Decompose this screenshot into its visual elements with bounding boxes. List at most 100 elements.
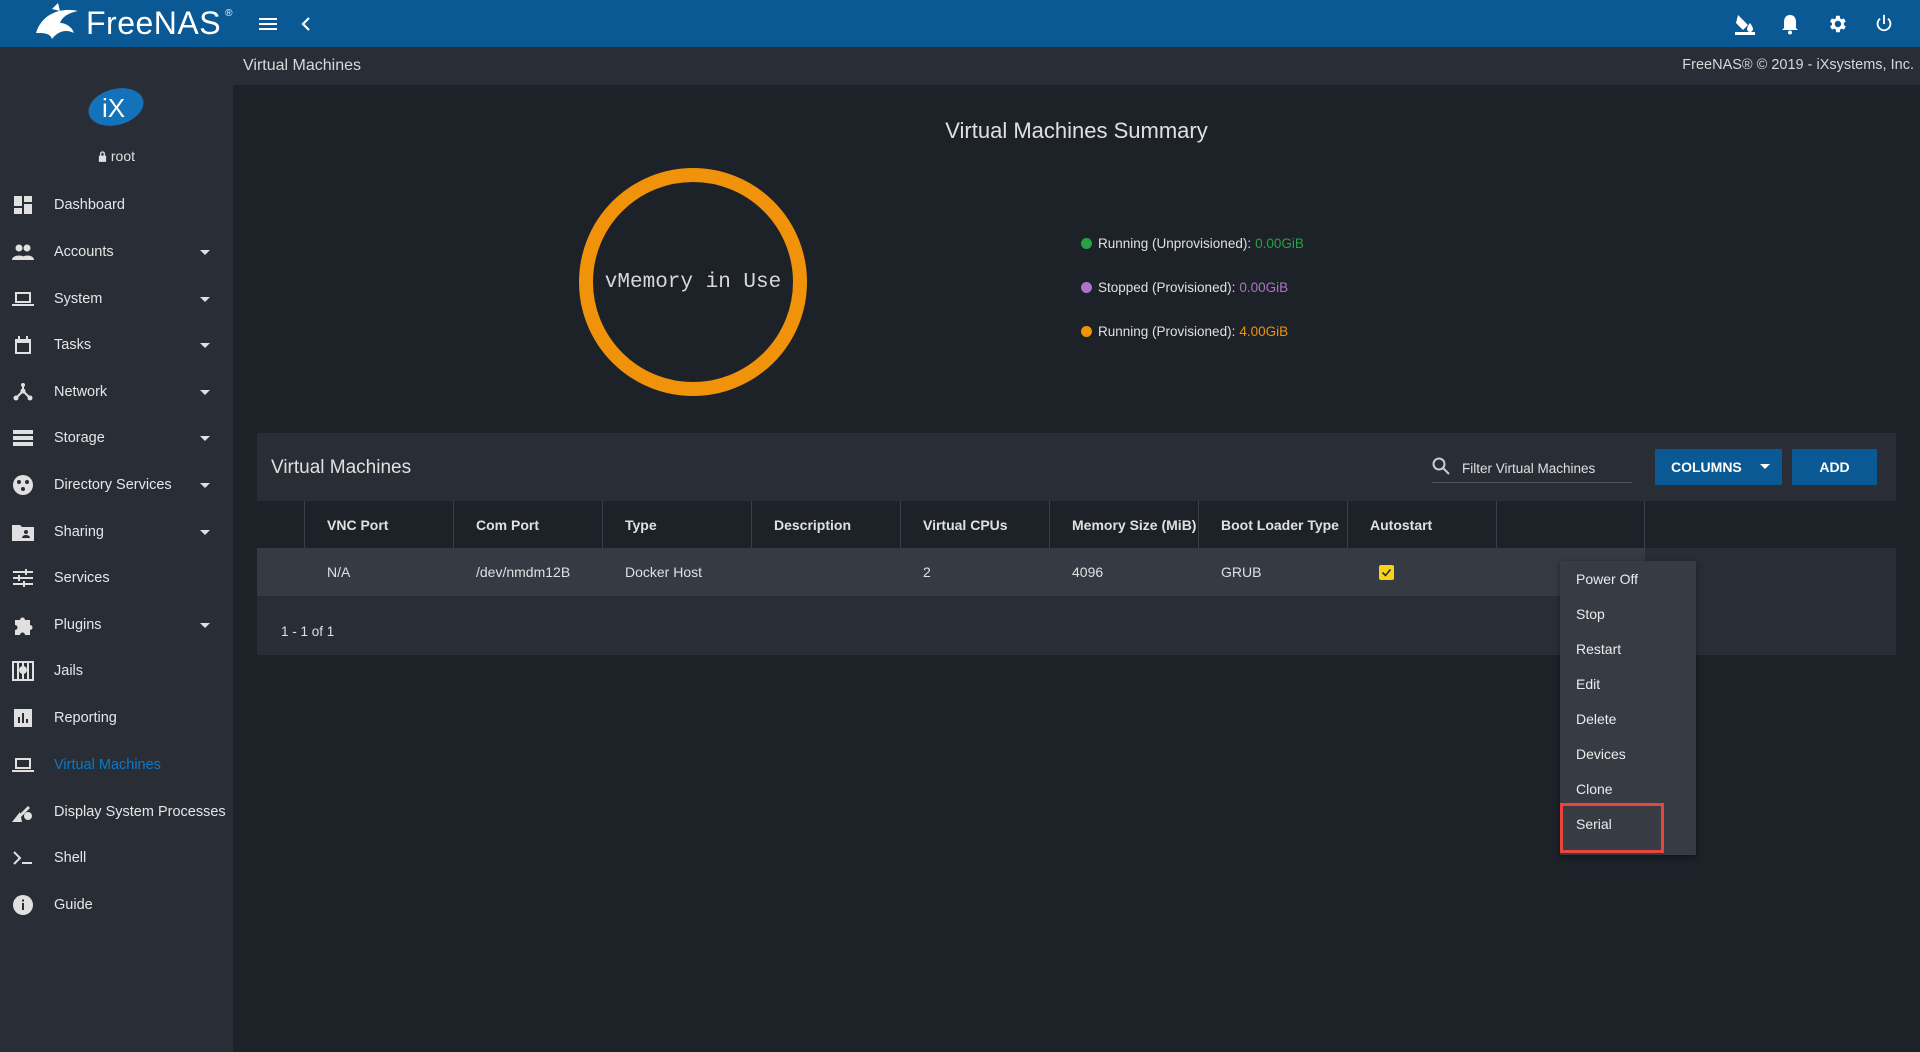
chevron-down-icon: [200, 482, 210, 488]
sidebar-item-label: Virtual Machines: [54, 757, 161, 773]
sidebar-item-plugins[interactable]: Plugins: [0, 605, 233, 645]
column-header-description[interactable]: Description: [752, 501, 901, 548]
sidebar-item-display-system-processes[interactable]: Display System Processes: [0, 792, 233, 832]
jail-icon: [12, 660, 34, 682]
sidebar-item-label: Display System Processes: [54, 804, 226, 820]
top-toolbar: FreeNAS ®: [0, 0, 1920, 47]
sidebar-item-jails[interactable]: Jails: [0, 651, 233, 691]
theme-icon[interactable]: [1725, 0, 1765, 47]
column-header-actions: [1497, 501, 1645, 548]
sidebar-item-accounts[interactable]: Accounts: [0, 232, 233, 272]
column-header-virtual-cpus[interactable]: Virtual CPUs: [901, 501, 1050, 548]
search-icon: [1432, 457, 1450, 475]
cell-vnc-port: N/A: [327, 564, 351, 580]
pagination-info: 1 - 1 of 1: [281, 624, 335, 639]
table-row[interactable]: N/A /dev/nmdm12B Docker Host 2 4096 GRUB: [257, 548, 1645, 596]
chevron-down-icon: [200, 249, 210, 255]
legend-dot: [1081, 281, 1092, 293]
storage-icon: [12, 427, 34, 449]
bell-icon[interactable]: [1770, 0, 1810, 47]
cell-type: Docker Host: [625, 564, 703, 580]
freenas-shark-icon: [36, 3, 78, 39]
svg-text:iX: iX: [102, 93, 125, 123]
sidebar-item-sharing[interactable]: Sharing: [0, 512, 233, 552]
vmemory-donut-chart: vMemory in Use: [579, 168, 807, 396]
column-header-autostart[interactable]: Autostart: [1348, 501, 1497, 548]
sidebar-item-guide[interactable]: Guide: [0, 885, 233, 925]
menu-icon[interactable]: [248, 0, 288, 47]
registered-mark: ®: [225, 8, 233, 19]
sidebar-item-label: Sharing: [54, 524, 104, 540]
sidebar-item-label: Accounts: [54, 244, 114, 260]
sidebar-item-storage[interactable]: Storage: [0, 418, 233, 458]
sidebar-item-directory-services[interactable]: Directory Services: [0, 465, 233, 505]
legend-running-provisioned: Running (Provisioned): 4.00GiB: [1081, 321, 1288, 341]
sidebar-item-virtual-machines[interactable]: Virtual Machines: [0, 745, 233, 785]
legend-running-unprovisioned: Running (Unprovisioned): 0.00GiB: [1081, 233, 1304, 253]
column-header-type[interactable]: Type: [603, 501, 752, 548]
serial-highlight-box: [1560, 803, 1664, 853]
sidebar-item-label: Storage: [54, 430, 105, 446]
sidebar: iX root Dashboard Accounts System Tasks …: [0, 47, 233, 1052]
chevron-down-icon: [200, 389, 210, 395]
column-header-vnc-port[interactable]: VNC Port: [305, 501, 454, 548]
sidebar-item-label: Tasks: [54, 337, 92, 353]
chevron-down-icon: [200, 622, 210, 628]
sidebar-item-label: Shell: [54, 850, 87, 866]
chevron-down-icon: [200, 435, 210, 441]
sidebar-item-dashboard[interactable]: Dashboard: [0, 185, 233, 225]
summary-title: Virtual Machines Summary: [945, 118, 1208, 143]
dashboard-icon: [12, 194, 34, 216]
column-header-memory-size[interactable]: Memory Size (MiB): [1050, 501, 1199, 548]
sidebar-item-network[interactable]: Network: [0, 372, 233, 412]
menu-item-restart[interactable]: Restart: [1576, 640, 1622, 657]
info-icon: [12, 894, 34, 916]
filter-input[interactable]: [1462, 457, 1632, 479]
legend-label: Running (Provisioned):: [1098, 323, 1236, 339]
sidebar-item-label: Plugins: [54, 617, 102, 633]
menu-item-power-off[interactable]: Power Off: [1576, 570, 1638, 587]
legend-value: 0.00GiB: [1239, 279, 1289, 295]
sidebar-item-services[interactable]: Services: [0, 558, 233, 598]
tune-icon: [12, 567, 34, 589]
legend-label: Running (Unprovisioned):: [1098, 235, 1252, 251]
sidebar-item-reporting[interactable]: Reporting: [0, 698, 233, 738]
gear-icon[interactable]: [1817, 0, 1857, 47]
breadcrumb-bar: Virtual Machines FreeNAS® © 2019 - iXsys…: [233, 47, 1920, 85]
sidebar-item-label: Services: [54, 570, 110, 586]
column-header-select: [257, 501, 305, 548]
sidebar-item-label: Network: [54, 384, 108, 400]
current-user: root: [0, 148, 233, 164]
column-header-com-port[interactable]: Com Port: [454, 501, 603, 548]
calendar-icon: [12, 334, 34, 356]
freenas-logo[interactable]: FreeNAS ®: [32, 2, 232, 44]
menu-item-clone[interactable]: Clone: [1576, 780, 1613, 797]
copyright-text: FreeNAS® © 2019 - iXsystems, Inc.: [1682, 57, 1914, 73]
app-name: FreeNAS: [86, 4, 222, 41]
cell-memory-size: 4096: [1072, 564, 1104, 580]
menu-item-delete[interactable]: Delete: [1576, 710, 1617, 727]
menu-item-serial[interactable]: Serial: [1576, 815, 1612, 832]
check-icon: [1379, 564, 1394, 580]
sidebar-item-label: Reporting: [54, 710, 117, 726]
add-button[interactable]: ADD: [1792, 449, 1877, 485]
people-icon: [12, 241, 34, 263]
directory-icon: [12, 474, 34, 496]
menu-item-stop[interactable]: Stop: [1576, 605, 1605, 622]
sidebar-item-tasks[interactable]: Tasks: [0, 325, 233, 365]
sidebar-item-system[interactable]: System: [0, 279, 233, 319]
ixsystems-logo-icon: iX: [88, 88, 144, 126]
autostart-checkbox[interactable]: [1379, 548, 1394, 596]
sidebar-item-shell[interactable]: Shell: [0, 838, 233, 878]
network-icon: [12, 381, 34, 403]
power-icon[interactable]: [1864, 0, 1904, 47]
laptop-icon: [12, 754, 34, 776]
breadcrumb: Virtual Machines: [243, 57, 361, 74]
chevron-left-icon[interactable]: [286, 0, 326, 47]
columns-button-label: COLUMNS: [1671, 459, 1742, 475]
cell-virtual-cpus: 2: [923, 564, 931, 580]
column-header-boot-loader-type[interactable]: Boot Loader Type: [1199, 501, 1348, 548]
menu-item-devices[interactable]: Devices: [1576, 745, 1626, 762]
columns-button[interactable]: COLUMNS: [1655, 449, 1782, 485]
menu-item-edit[interactable]: Edit: [1576, 675, 1601, 692]
